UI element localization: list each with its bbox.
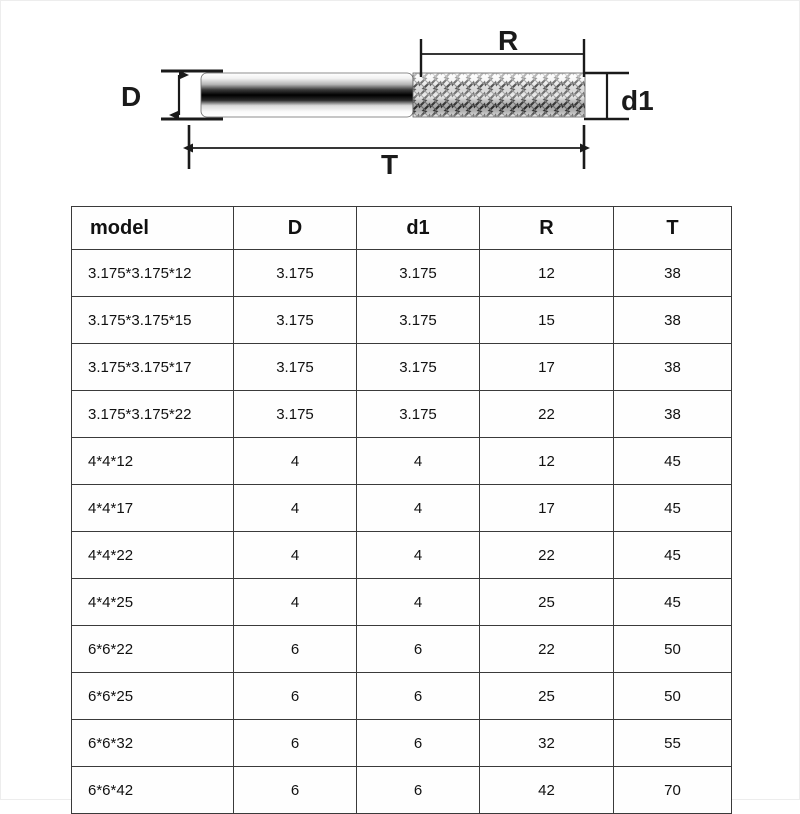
dimension-label-T: T (381, 149, 399, 180)
cell-D: 4 (233, 531, 357, 579)
cell-T: 38 (613, 390, 732, 438)
cell-d1: 6 (356, 672, 480, 720)
cell-D: 3.175 (233, 296, 357, 344)
cell-d1: 4 (356, 531, 480, 579)
cell-T: 38 (613, 249, 732, 297)
cell-T: 70 (613, 766, 732, 814)
column-header-model: model (71, 206, 234, 250)
column-header-R: R (479, 206, 614, 250)
cell-model: 6*6*25 (71, 672, 234, 720)
cell-T: 45 (613, 437, 732, 485)
cell-R: 12 (479, 437, 614, 485)
cell-R: 22 (479, 625, 614, 673)
cell-D: 4 (233, 437, 357, 485)
cell-model: 6*6*22 (71, 625, 234, 673)
table-row: 4*4*22 4 4 22 45 (71, 531, 732, 579)
table-row: 4*4*17 4 4 17 45 (71, 484, 732, 532)
tool-dimension-diagram: D d1 R T (1, 1, 800, 196)
table-row: 4*4*12 4 4 12 45 (71, 437, 732, 485)
table-row: 6*6*32 6 6 32 55 (71, 719, 732, 767)
dimension-D (161, 69, 223, 121)
tool-fluted-section (412, 72, 586, 118)
cell-D: 6 (233, 719, 357, 767)
column-header-T: T (613, 206, 732, 250)
cell-R: 22 (479, 531, 614, 579)
cell-R: 22 (479, 390, 614, 438)
cell-d1: 3.175 (356, 343, 480, 391)
cell-d1: 3.175 (356, 249, 480, 297)
cell-d1: 4 (356, 484, 480, 532)
cell-T: 38 (613, 343, 732, 391)
cell-R: 15 (479, 296, 614, 344)
cell-T: 55 (613, 719, 732, 767)
dimension-d1 (584, 71, 629, 121)
cell-d1: 4 (356, 578, 480, 626)
cell-R: 25 (479, 672, 614, 720)
cell-D: 6 (233, 672, 357, 720)
tool-shank (200, 72, 414, 118)
cell-D: 4 (233, 484, 357, 532)
cell-T: 45 (613, 484, 732, 532)
cell-d1: 6 (356, 719, 480, 767)
cell-T: 45 (613, 578, 732, 626)
dimension-T (183, 125, 590, 169)
table-row: 3.175*3.175*22 3.175 3.175 22 38 (71, 390, 732, 438)
dimension-label-D: D (121, 81, 142, 112)
table-row: 3.175*3.175*17 3.175 3.175 17 38 (71, 343, 732, 391)
cell-D: 3.175 (233, 343, 357, 391)
dimension-label-R: R (498, 25, 519, 56)
cell-d1: 3.175 (356, 296, 480, 344)
cell-D: 3.175 (233, 390, 357, 438)
cell-D: 3.175 (233, 249, 357, 297)
cell-model: 4*4*12 (71, 437, 234, 485)
cell-D: 6 (233, 766, 357, 814)
column-header-d1: d1 (356, 206, 480, 250)
cell-R: 32 (479, 719, 614, 767)
cell-model: 4*4*25 (71, 578, 234, 626)
cell-D: 6 (233, 625, 357, 673)
cell-model: 3.175*3.175*15 (71, 296, 234, 344)
table-row: 4*4*25 4 4 25 45 (71, 578, 732, 626)
cell-d1: 3.175 (356, 390, 480, 438)
cell-R: 17 (479, 343, 614, 391)
table-row: 6*6*25 6 6 25 50 (71, 672, 732, 720)
cell-T: 38 (613, 296, 732, 344)
table-header: model D d1 R T (71, 206, 732, 250)
table-header-row: model D d1 R T (71, 206, 732, 250)
cell-d1: 6 (356, 625, 480, 673)
table-row: 3.175*3.175*12 3.175 3.175 12 38 (71, 249, 732, 297)
table-row: 6*6*22 6 6 22 50 (71, 625, 732, 673)
cell-R: 17 (479, 484, 614, 532)
cell-model: 4*4*22 (71, 531, 234, 579)
cell-T: 50 (613, 672, 732, 720)
cell-d1: 6 (356, 766, 480, 814)
table-row: 6*6*42 6 6 42 70 (71, 766, 732, 814)
dimension-R (419, 39, 586, 77)
table-body: 3.175*3.175*12 3.175 3.175 12 38 3.175*3.175*… (71, 249, 732, 814)
cell-R: 42 (479, 766, 614, 814)
cell-model: 6*6*42 (71, 766, 234, 814)
cell-model: 4*4*17 (71, 484, 234, 532)
cell-T: 45 (613, 531, 732, 579)
cell-model: 6*6*32 (71, 719, 234, 767)
dimension-label-d1: d1 (621, 85, 654, 116)
cell-R: 25 (479, 578, 614, 626)
cell-model: 3.175*3.175*17 (71, 343, 234, 391)
specification-table: model D d1 R T 3.175*3.175*12 3.175 3.175 1… (71, 206, 732, 814)
cell-T: 50 (613, 625, 732, 673)
cell-R: 12 (479, 249, 614, 297)
specification-table-container: model D d1 R T 3.175*3.175*12 3.175 3.175 1… (71, 206, 732, 814)
cell-d1: 4 (356, 437, 480, 485)
cell-D: 4 (233, 578, 357, 626)
diagram-svg (161, 39, 629, 169)
cell-model: 3.175*3.175*12 (71, 249, 234, 297)
column-header-D: D (233, 206, 357, 250)
cell-model: 3.175*3.175*22 (71, 390, 234, 438)
table-row: 3.175*3.175*15 3.175 3.175 15 38 (71, 296, 732, 344)
